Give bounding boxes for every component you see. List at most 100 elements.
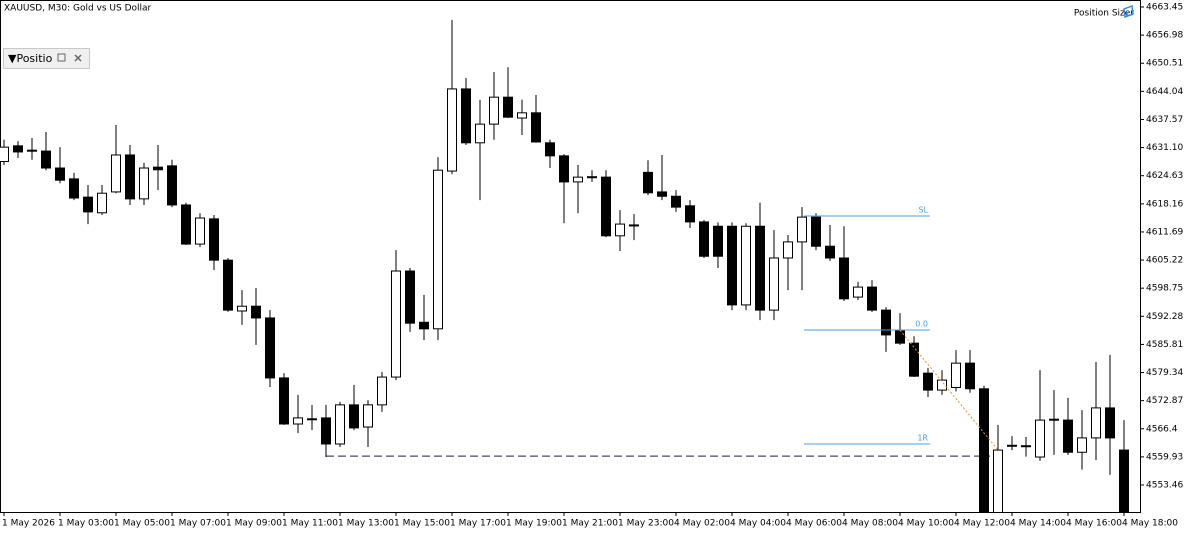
panel-box[interactable] <box>3 48 90 69</box>
candle-body <box>545 142 555 157</box>
x-tick-label: 1 May 2026 <box>2 519 55 529</box>
y-tick-label: 4572.87 <box>1146 396 1183 406</box>
candle-body <box>923 372 933 391</box>
y-tick-label: 4644.04 <box>1146 87 1183 97</box>
y-tick-label: 4650.51 <box>1146 59 1183 69</box>
candle-body <box>769 257 779 311</box>
y-tick-label: 4631.10 <box>1146 143 1183 153</box>
candle-body <box>643 171 653 194</box>
candle-body <box>139 167 149 200</box>
candle-body <box>503 96 513 118</box>
candle-body <box>783 241 793 259</box>
plot: SL 0.0 1R <box>0 19 1129 512</box>
level-label: 1R <box>917 433 928 442</box>
candle-body <box>27 149 37 152</box>
y-tick-label: 4598.75 <box>1146 284 1183 294</box>
candle-body <box>433 169 443 330</box>
candle-body <box>993 449 1003 512</box>
candle-body <box>167 165 177 206</box>
x-tick-label: 1 May 09:00 <box>226 519 282 529</box>
candle-body <box>195 217 205 245</box>
candle-body <box>111 154 121 193</box>
candle-body <box>349 404 359 429</box>
candle-body <box>237 305 247 312</box>
x-tick-label: 4 May 12:00 <box>954 519 1010 529</box>
candle-body <box>335 404 345 445</box>
y-tick-label: 4592.28 <box>1146 312 1183 322</box>
candle-body <box>223 259 233 311</box>
tool-name[interactable]: Position Sizer <box>1074 9 1134 19</box>
candle-body <box>461 88 471 144</box>
candle-body <box>475 123 485 144</box>
x-tick-label: 4 May 10:00 <box>898 519 954 529</box>
candle-body <box>83 196 93 213</box>
candle-body <box>293 417 303 425</box>
candle-body <box>1021 445 1031 448</box>
y-tick-label: 4624.63 <box>1146 171 1183 181</box>
candle-body <box>1049 418 1059 421</box>
candle-body <box>1091 407 1101 439</box>
candle-body <box>181 204 191 245</box>
candle-body <box>1007 444 1017 447</box>
candle-body <box>419 321 429 330</box>
candle-body <box>657 191 667 197</box>
panel[interactable]: ▼Positio <box>3 48 90 69</box>
candle-body <box>209 218 219 261</box>
candle-body <box>741 225 751 306</box>
candle-body <box>405 270 415 324</box>
candle-body <box>699 221 709 257</box>
panel-close[interactable] <box>74 54 82 62</box>
candle-body <box>573 176 583 183</box>
candle-body <box>615 223 625 237</box>
panel-title[interactable]: ▼Positio <box>8 52 53 65</box>
x-tick-label: 1 May 03:00 <box>58 519 114 529</box>
candle-body <box>587 176 597 179</box>
candle-body <box>265 317 275 379</box>
y-tick-label: 4656.98 <box>1146 31 1183 41</box>
y-tick-label: 4559.93 <box>1146 452 1183 462</box>
tool-icon[interactable] <box>1123 5 1134 18</box>
trade-line <box>899 329 999 451</box>
candle-body <box>125 154 135 200</box>
candle-body <box>489 96 499 125</box>
candle-body <box>895 329 905 344</box>
candle-body <box>69 178 79 199</box>
candle-body <box>713 225 723 257</box>
candle-body <box>867 286 877 311</box>
candle-body <box>727 225 737 306</box>
candle-body <box>1063 419 1073 453</box>
candle-body <box>55 167 65 181</box>
x-tick-label: 4 May 18:00 <box>1122 519 1178 529</box>
x-tick-label: 4 May 14:00 <box>1010 519 1066 529</box>
candle-body <box>279 377 289 425</box>
x-tick-label: 1 May 11:00 <box>282 519 338 529</box>
y-tick-label: 4611.69 <box>1146 227 1183 237</box>
candle-body <box>629 224 639 227</box>
y-tick-label: 4663.45 <box>1146 2 1183 12</box>
candle-body <box>1119 449 1129 512</box>
candle-body <box>1035 419 1045 458</box>
y-tick-label: 4605.22 <box>1146 256 1183 266</box>
candle-body <box>1077 437 1087 453</box>
candle-body <box>755 225 765 311</box>
y-tick-label: 4553.46 <box>1146 481 1183 491</box>
panel-restore[interactable] <box>57 53 66 62</box>
candle-body <box>377 376 387 406</box>
candle-body <box>601 176 611 237</box>
x-tick-label: 1 May 19:00 <box>506 519 562 529</box>
x-tick-label: 4 May 04:00 <box>730 519 786 529</box>
plot-frame <box>0 0 1141 513</box>
candle-body <box>13 145 23 153</box>
x-tick-label: 1 May 07:00 <box>170 519 226 529</box>
x-tick-label: 1 May 23:00 <box>618 519 674 529</box>
y-tick-label: 4585.81 <box>1146 340 1183 350</box>
candle-body <box>839 257 849 300</box>
y-tick-label: 4637.57 <box>1146 115 1183 125</box>
x-tick-label: 1 May 21:00 <box>562 519 618 529</box>
candle-body <box>251 305 261 319</box>
x-tick-label: 4 May 02:00 <box>674 519 730 529</box>
chart-title: XAUUSD, M30: Gold vs US Dollar <box>4 4 152 14</box>
candle-body <box>979 388 989 512</box>
candle-body <box>307 418 317 421</box>
